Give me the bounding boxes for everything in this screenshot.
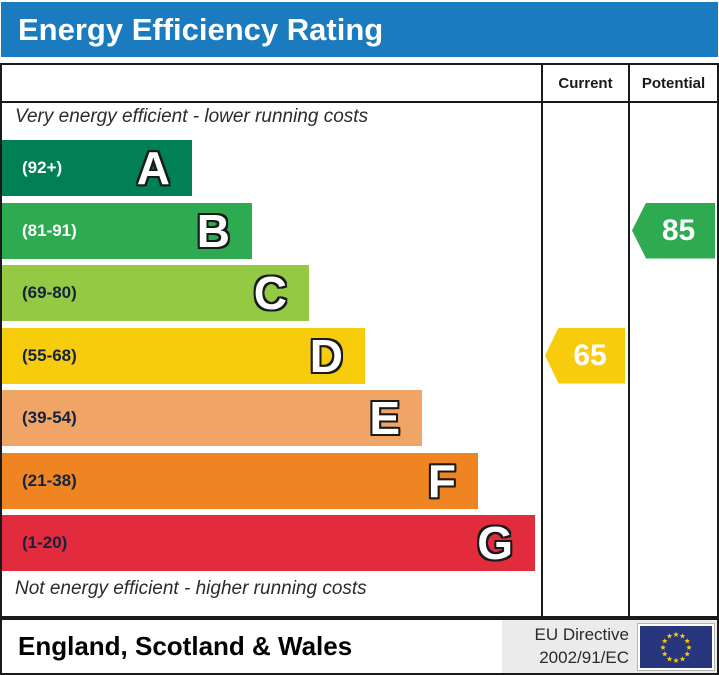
band-bar: (81-91) B <box>2 202 252 259</box>
eu-flag-icon: ★ ★ ★ ★ ★ ★ ★ ★ ★ ★ ★ ★ <box>637 622 715 671</box>
page-title: Energy Efficiency Rating <box>18 11 384 47</box>
rating-chart: Current Potential Very energy efficient … <box>0 63 719 618</box>
band-bar: (55-68) D <box>2 327 365 384</box>
svg-text:★: ★ <box>666 631 673 640</box>
caption-not-efficient: Not energy efficient - higher running co… <box>15 578 367 599</box>
band-bar: (39-54) E <box>2 390 422 446</box>
svg-text:★: ★ <box>661 649 668 658</box>
band-letter: C <box>253 267 287 319</box>
column-divider-current <box>541 65 543 616</box>
svg-text:★: ★ <box>666 654 673 663</box>
svg-text:★: ★ <box>661 636 668 645</box>
caption-very-efficient: Very energy efficient - lower running co… <box>15 106 369 127</box>
band-letter: F <box>427 454 456 507</box>
column-divider-potential <box>628 65 630 616</box>
band-range-label: (39-54) <box>22 408 77 427</box>
potential-rating-value: 85 <box>661 213 696 247</box>
eu-directive-panel: EU Directive 2002/91/EC ★ ★ ★ ★ ★ ★ ★ ★ … <box>502 620 717 673</box>
column-header-current: Current <box>558 74 613 92</box>
title-bar: Energy Efficiency Rating <box>1 2 718 57</box>
svg-text:★: ★ <box>679 654 686 663</box>
band-range-label: (55-68) <box>22 345 77 365</box>
band-row: (21-38) F <box>2 452 541 516</box>
band-bar: (21-38) F <box>2 452 478 509</box>
band-range-label: (81-91) <box>22 220 77 240</box>
band-bar: (1-20) G <box>2 515 535 571</box>
region-label: England, Scotland & Wales <box>18 631 353 661</box>
eu-directive-line2: 2002/91/EC <box>539 647 629 667</box>
current-rating-value: 65 <box>573 338 607 372</box>
svg-text:★: ★ <box>679 631 686 640</box>
svg-text:★: ★ <box>686 643 693 652</box>
band-letter: D <box>309 329 343 382</box>
svg-text:★: ★ <box>673 630 680 639</box>
current-rating-pointer: 65 <box>545 327 625 384</box>
header-divider <box>2 101 717 103</box>
eu-directive-text: EU Directive 2002/91/EC <box>535 624 629 668</box>
band-row: (1-20) G <box>2 515 541 578</box>
band-row: (69-80) C <box>2 265 541 328</box>
svg-text:★: ★ <box>673 656 680 665</box>
band-letter: B <box>196 204 230 257</box>
band-letter: G <box>477 517 513 569</box>
band-bar: (69-80) C <box>2 265 309 321</box>
eu-directive-line1: EU Directive <box>534 625 629 645</box>
band-letter: E <box>369 392 400 444</box>
column-header-potential: Potential <box>641 74 706 92</box>
band-range-label: (69-80) <box>22 283 77 302</box>
footer: England, Scotland & Wales EU Directive 2… <box>0 618 719 675</box>
band-letter: A <box>136 142 170 194</box>
svg-text:★: ★ <box>660 643 667 652</box>
band-row: (55-68) D <box>2 327 541 391</box>
svg-text:★: ★ <box>684 636 691 645</box>
band-bar: (92+) A <box>2 140 192 196</box>
band-row: (81-91) B <box>2 202 541 266</box>
band-list: (92+) A (81-91) B (69-80) C (55-68) D (3… <box>2 140 541 578</box>
band-range-label: (21-38) <box>22 470 77 490</box>
potential-rating-pointer: 85 <box>632 202 715 259</box>
band-range-label: (92+) <box>22 158 63 177</box>
band-range-label: (1-20) <box>22 533 68 552</box>
band-row: (39-54) E <box>2 390 541 453</box>
band-row: (92+) A <box>2 140 541 203</box>
svg-text:★: ★ <box>684 649 691 658</box>
